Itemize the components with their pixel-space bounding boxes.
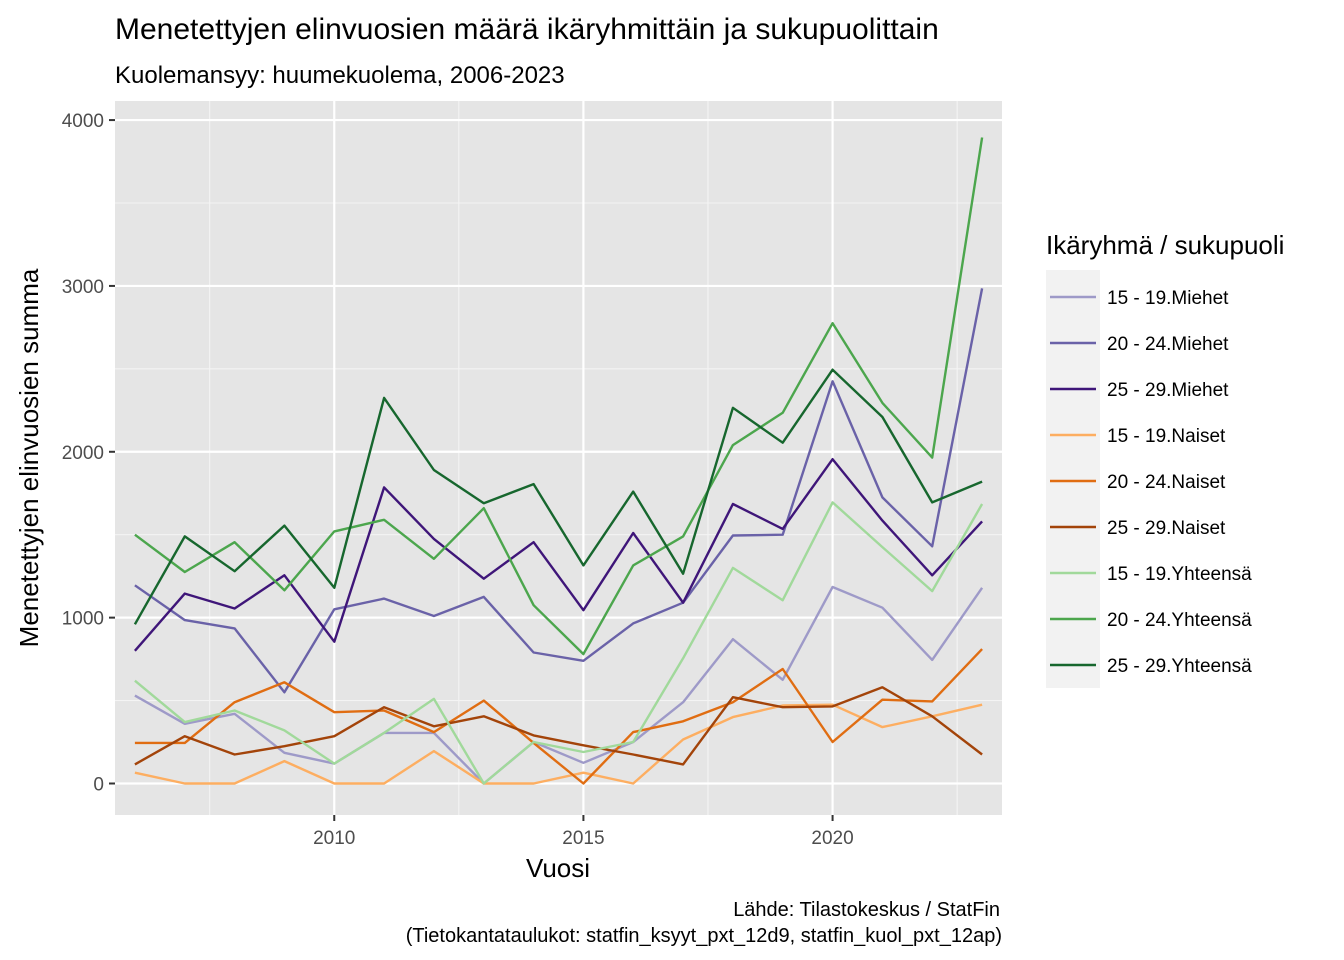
x-tick-label: 2010	[313, 828, 355, 849]
legend-label: 25 - 29.Yhteensä	[1107, 656, 1252, 677]
y-tick-label: 2000	[62, 443, 104, 464]
x-tick-label: 2020	[811, 828, 853, 849]
y-tick-label: 4000	[62, 111, 104, 132]
legend-label: 15 - 19.Miehet	[1107, 288, 1229, 309]
series-line-8	[134, 137, 984, 656]
grid-minor	[115, 101, 1002, 815]
grid-major	[115, 101, 1002, 815]
legend-background	[1046, 270, 1100, 688]
legend-label: 15 - 19.Yhteensä	[1107, 564, 1252, 585]
y-axis: 0 1000 2000 3000 4000	[62, 111, 115, 795]
series-line-4	[134, 703, 983, 785]
series-line-6	[134, 686, 983, 766]
series-line-5	[134, 648, 983, 785]
series-line-9	[133, 368, 983, 625]
series-line-1	[134, 585, 984, 785]
y-axis-title: Menetettyjen elinvuosien summa	[14, 268, 44, 647]
y-tick-label: 3000	[62, 277, 104, 298]
x-tick-label: 2015	[562, 828, 604, 849]
legend-label: 20 - 24.Yhteensä	[1107, 610, 1252, 631]
y-tick-label: 0	[93, 774, 104, 795]
caption-tables: (Tietokantataulukot: statfin_ksyyt_pxt_1…	[406, 925, 1002, 947]
legend: 15 - 19.Miehet 20 - 24.Miehet 25 - 29.Mieh…	[1050, 288, 1252, 677]
series-line-7	[134, 501, 984, 785]
legend-title: Ikäryhmä / sukupuoli	[1046, 230, 1284, 260]
series-lines	[133, 137, 984, 785]
legend-label: 25 - 29.Naiset	[1107, 518, 1226, 539]
chart-subtitle: Kuolemansyy: huumekuolema, 2006-2023	[115, 62, 565, 89]
legend-label: 25 - 29.Miehet	[1107, 380, 1229, 401]
x-axis: 2010 2015 2020	[313, 815, 854, 849]
caption-source: Lähde: Tilastokeskus / StatFin	[733, 899, 1000, 921]
legend-label: 20 - 24.Miehet	[1107, 334, 1229, 355]
series-line-2	[134, 288, 984, 694]
chart-title: Menetettyjen elinvuosien määrä ikäryhmit…	[115, 13, 939, 46]
legend-label: 20 - 24.Naiset	[1107, 472, 1226, 493]
plot-panel	[115, 101, 1002, 815]
legend-label: 15 - 19.Naiset	[1107, 426, 1226, 447]
y-tick-label: 1000	[62, 609, 104, 630]
x-axis-title: Vuosi	[526, 853, 590, 883]
